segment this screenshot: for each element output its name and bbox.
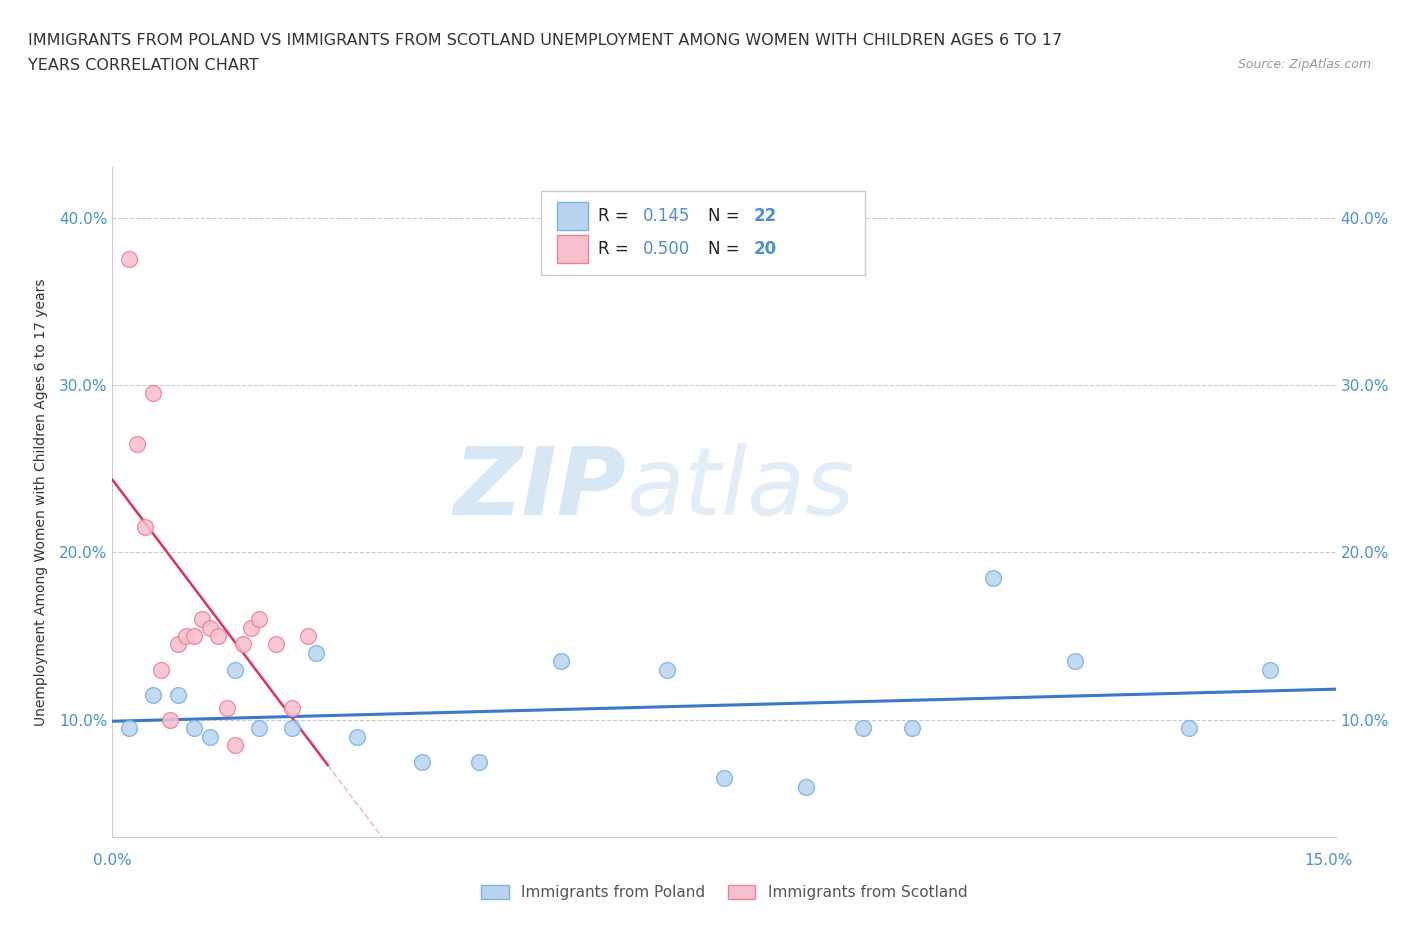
Point — [240, 620, 263, 635]
FancyBboxPatch shape — [557, 202, 588, 230]
Point — [150, 662, 173, 677]
Point — [215, 700, 238, 715]
Point — [125, 436, 148, 451]
Text: 0.0%: 0.0% — [93, 853, 132, 868]
Point — [118, 252, 141, 267]
Point — [232, 637, 254, 652]
Point — [297, 629, 319, 644]
Point — [200, 620, 222, 635]
Point — [118, 721, 141, 736]
Point — [852, 721, 875, 736]
Text: R =: R = — [598, 206, 634, 225]
Text: N =: N = — [709, 206, 745, 225]
Text: atlas: atlas — [626, 444, 855, 535]
Point — [900, 721, 922, 736]
Text: YEARS CORRELATION CHART: YEARS CORRELATION CHART — [28, 58, 259, 73]
Point — [281, 721, 304, 736]
Text: 15.0%: 15.0% — [1305, 853, 1353, 868]
Point — [183, 629, 205, 644]
Point — [981, 570, 1004, 585]
Text: 22: 22 — [754, 206, 776, 225]
Point — [550, 654, 572, 669]
Point — [247, 721, 270, 736]
Point — [183, 721, 205, 736]
Text: 0.145: 0.145 — [644, 206, 690, 225]
Text: Source: ZipAtlas.com: Source: ZipAtlas.com — [1237, 58, 1371, 71]
Point — [713, 771, 735, 786]
Text: ZIP: ZIP — [453, 443, 626, 535]
Point — [191, 612, 214, 627]
Text: 20: 20 — [754, 240, 776, 259]
Text: R =: R = — [598, 240, 634, 259]
Point — [174, 629, 197, 644]
Legend: Immigrants from Poland, Immigrants from Scotland: Immigrants from Poland, Immigrants from … — [475, 879, 973, 907]
Point — [655, 662, 678, 677]
Point — [1063, 654, 1085, 669]
Point — [281, 700, 304, 715]
Point — [200, 729, 222, 744]
Point — [1178, 721, 1201, 736]
Point — [794, 779, 817, 794]
Point — [166, 637, 188, 652]
Point — [468, 754, 491, 769]
Point — [411, 754, 433, 769]
Point — [264, 637, 287, 652]
Point — [134, 520, 156, 535]
Point — [166, 687, 188, 702]
Point — [224, 662, 246, 677]
Point — [247, 612, 270, 627]
Point — [159, 712, 181, 727]
FancyBboxPatch shape — [540, 191, 865, 274]
Point — [224, 737, 246, 752]
Point — [142, 687, 165, 702]
Point — [1260, 662, 1282, 677]
Y-axis label: Unemployment Among Women with Children Ages 6 to 17 years: Unemployment Among Women with Children A… — [34, 278, 48, 726]
Point — [305, 645, 328, 660]
Point — [207, 629, 229, 644]
Point — [346, 729, 368, 744]
Text: 0.500: 0.500 — [644, 240, 690, 259]
Text: IMMIGRANTS FROM POLAND VS IMMIGRANTS FROM SCOTLAND UNEMPLOYMENT AMONG WOMEN WITH: IMMIGRANTS FROM POLAND VS IMMIGRANTS FRO… — [28, 33, 1063, 47]
Point — [142, 386, 165, 401]
FancyBboxPatch shape — [557, 235, 588, 263]
Text: N =: N = — [709, 240, 745, 259]
